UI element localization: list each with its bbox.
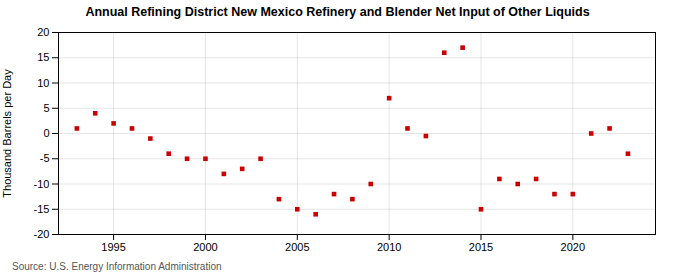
svg-text:2005: 2005 <box>285 241 309 253</box>
svg-text:Thousand Barrels per Day: Thousand Barrels per Day <box>1 69 13 198</box>
html-text:Annual Refining District New M: Annual Refining District New Mexico Refi… <box>85 5 590 19</box>
svg-text:0: 0 <box>43 127 49 139</box>
svg-text:2010: 2010 <box>377 241 401 253</box>
svg-text:2000: 2000 <box>193 241 217 253</box>
svg-text:2015: 2015 <box>469 241 493 253</box>
svg-text:10: 10 <box>37 77 49 89</box>
svg-text:-10: -10 <box>34 178 50 190</box>
svg-text:2020: 2020 <box>561 241 585 253</box>
svg-text:-15: -15 <box>34 203 50 215</box>
html-text:Source: U.S. Energy Informatio: Source: U.S. Energy Information Administ… <box>12 261 222 272</box>
svg-text:1995: 1995 <box>101 241 125 253</box>
svg-text:15: 15 <box>37 51 49 63</box>
svg-text:20: 20 <box>37 26 49 38</box>
svg-text:-20: -20 <box>34 228 50 240</box>
svg-text:5: 5 <box>43 102 49 114</box>
svg-text:-5: -5 <box>40 152 50 164</box>
